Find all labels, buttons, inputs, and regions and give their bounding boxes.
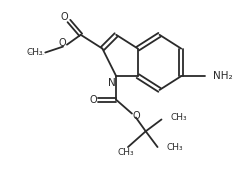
Text: O: O bbox=[90, 95, 97, 105]
Text: methoxy: methoxy bbox=[28, 52, 35, 53]
Text: CH₃: CH₃ bbox=[166, 143, 183, 152]
Text: CH₃: CH₃ bbox=[118, 148, 134, 157]
Text: methoxy: methoxy bbox=[39, 54, 46, 55]
Text: CH₃: CH₃ bbox=[27, 48, 43, 57]
Text: O: O bbox=[60, 12, 68, 22]
Text: O: O bbox=[132, 111, 140, 121]
Text: NH₂: NH₂ bbox=[213, 71, 232, 81]
Text: CH₃: CH₃ bbox=[170, 113, 187, 122]
Text: N: N bbox=[108, 78, 116, 88]
Text: O: O bbox=[58, 38, 66, 48]
